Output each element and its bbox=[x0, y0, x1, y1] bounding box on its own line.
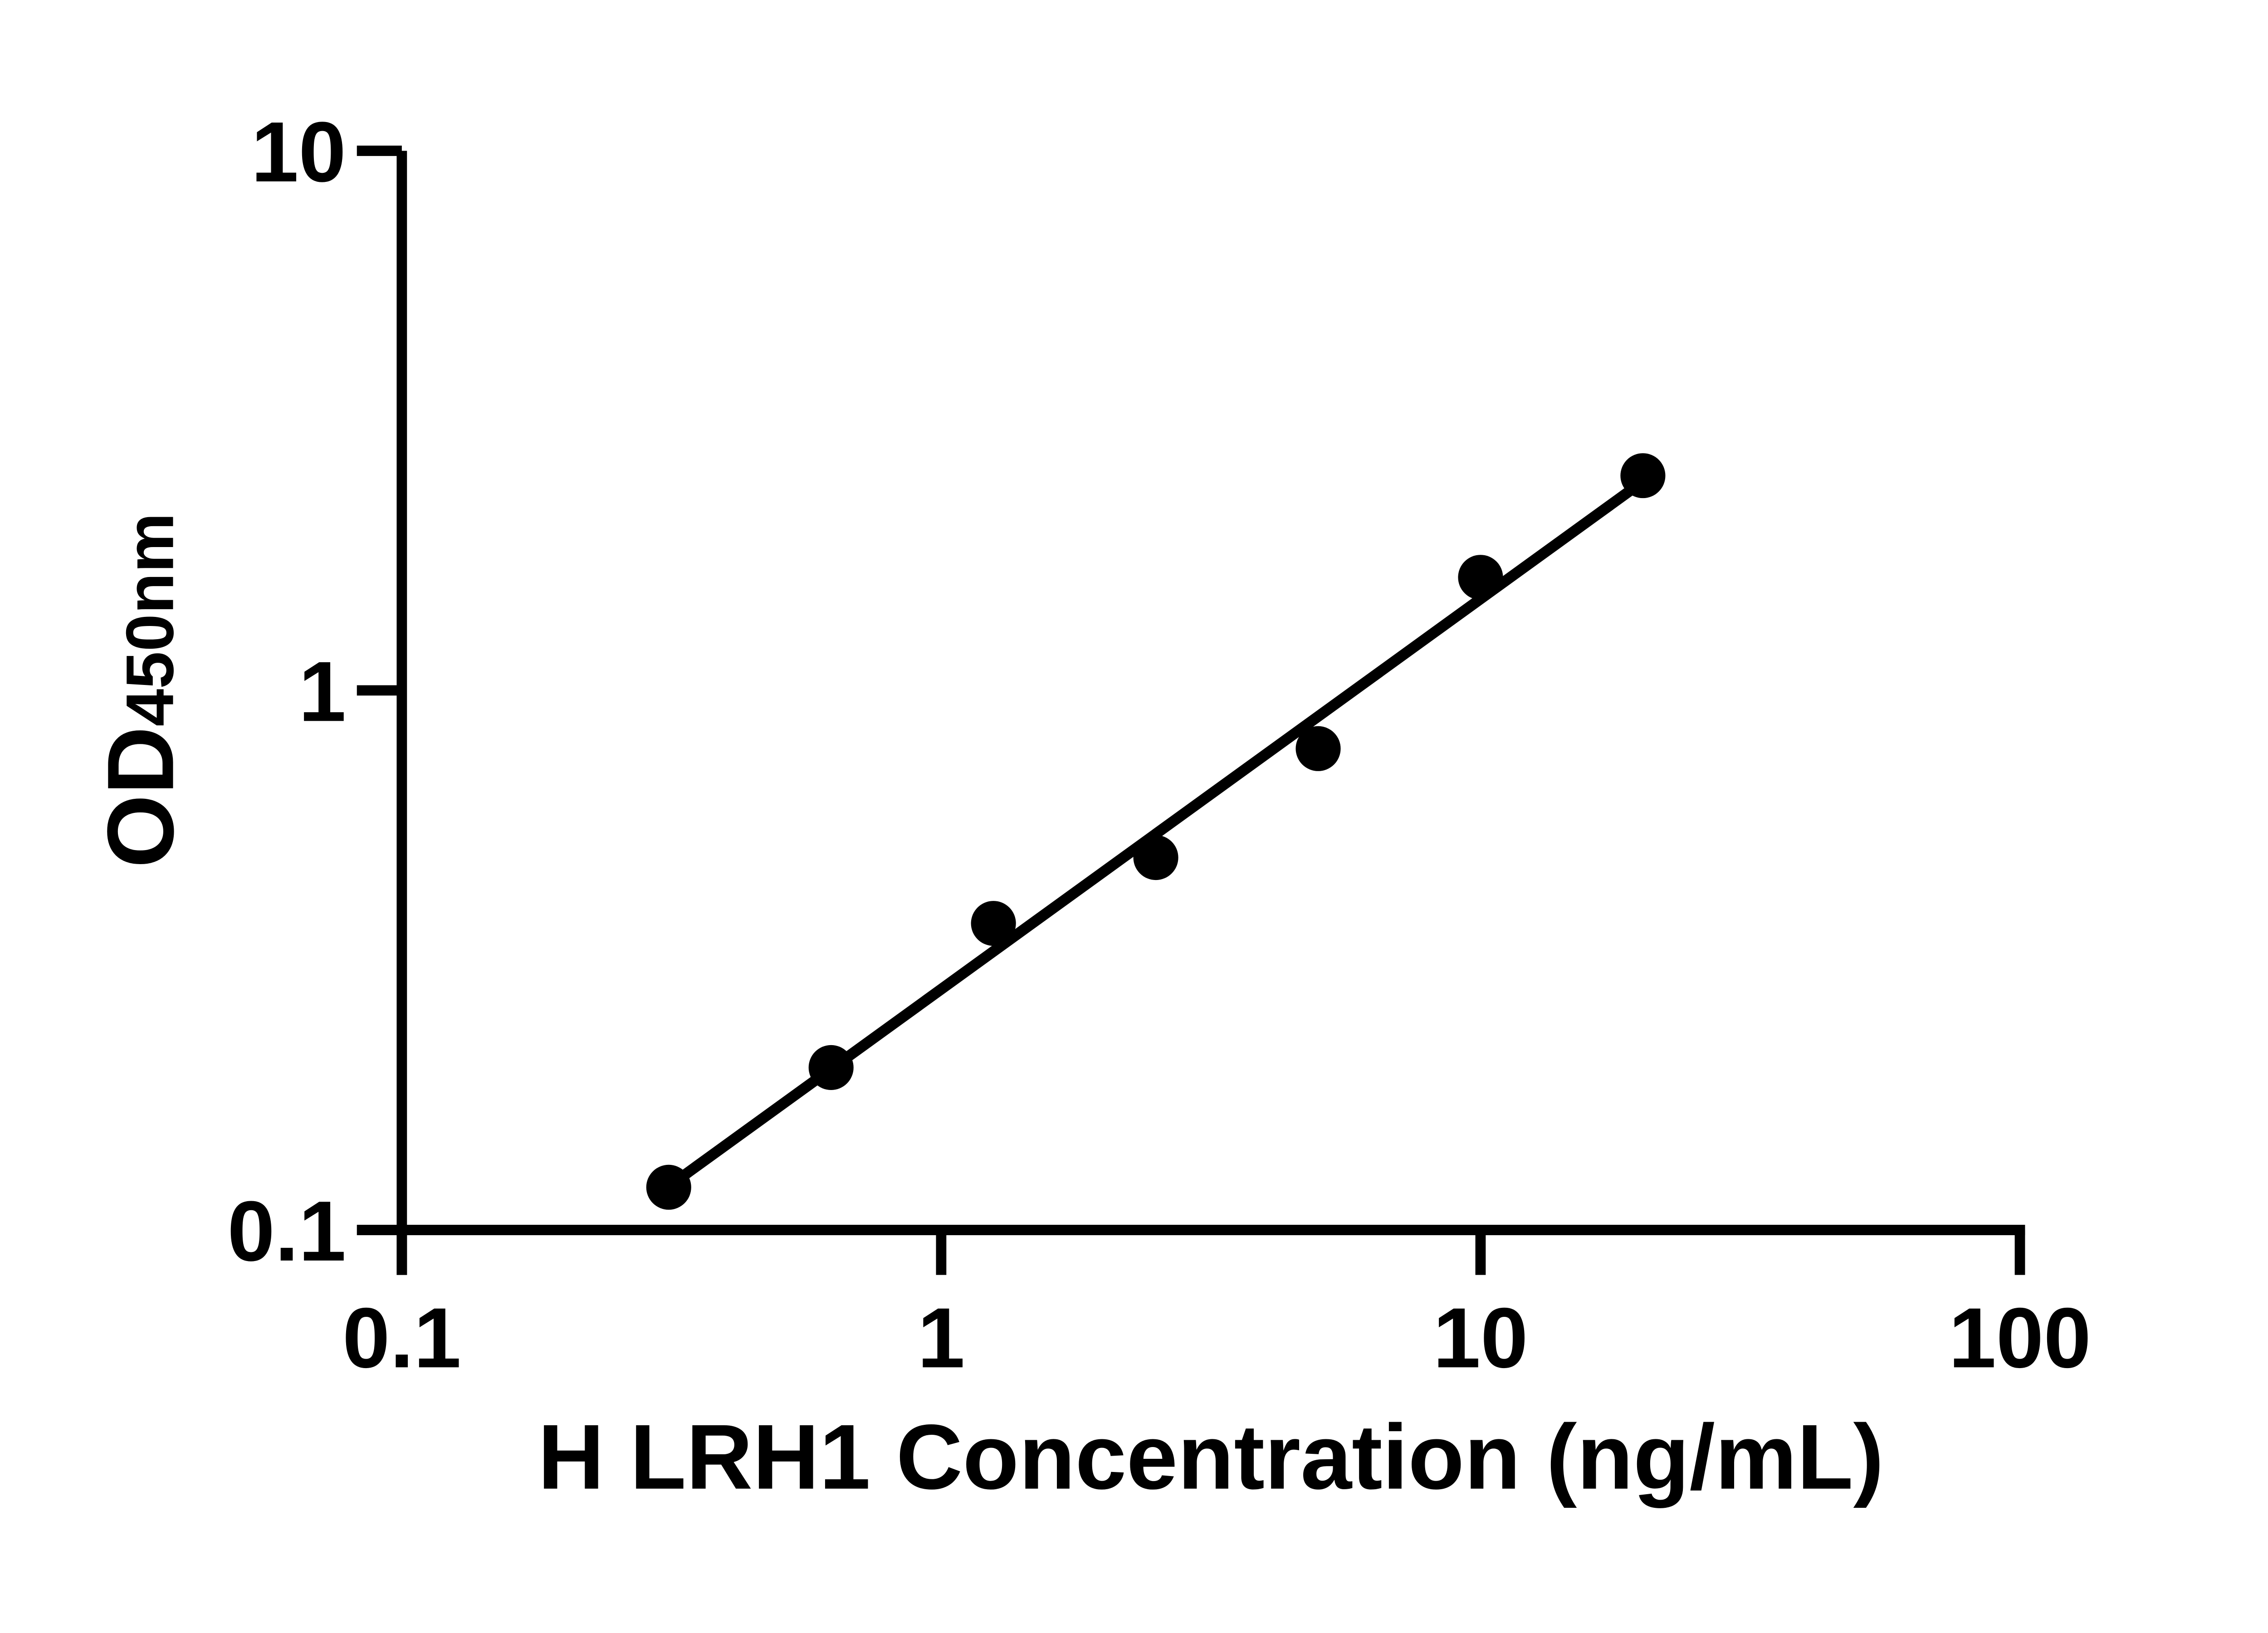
y-axis-title-main: OD bbox=[88, 726, 193, 868]
data-point bbox=[1133, 835, 1178, 880]
data-point bbox=[808, 1045, 854, 1090]
x-tick-label: 100 bbox=[1949, 1290, 2091, 1385]
x-tick-label: 10 bbox=[1433, 1290, 1528, 1385]
y-tick-label: 1 bbox=[298, 644, 346, 739]
y-tick-label: 0.1 bbox=[227, 1183, 346, 1279]
data-point bbox=[1295, 726, 1341, 771]
data-point bbox=[1458, 555, 1503, 600]
x-tick-label: 0.1 bbox=[342, 1290, 461, 1385]
y-tick-label: 10 bbox=[251, 104, 346, 200]
y-axis-title: OD450nm bbox=[88, 513, 193, 868]
x-tick-label: 1 bbox=[918, 1290, 965, 1385]
data-point bbox=[1620, 453, 1666, 499]
data-point bbox=[971, 901, 1016, 946]
x-axis-title: H LRH1 Concentration (ng/mL) bbox=[538, 1406, 1884, 1509]
y-axis-title-sub: 450nm bbox=[112, 513, 187, 726]
data-point bbox=[646, 1164, 691, 1210]
